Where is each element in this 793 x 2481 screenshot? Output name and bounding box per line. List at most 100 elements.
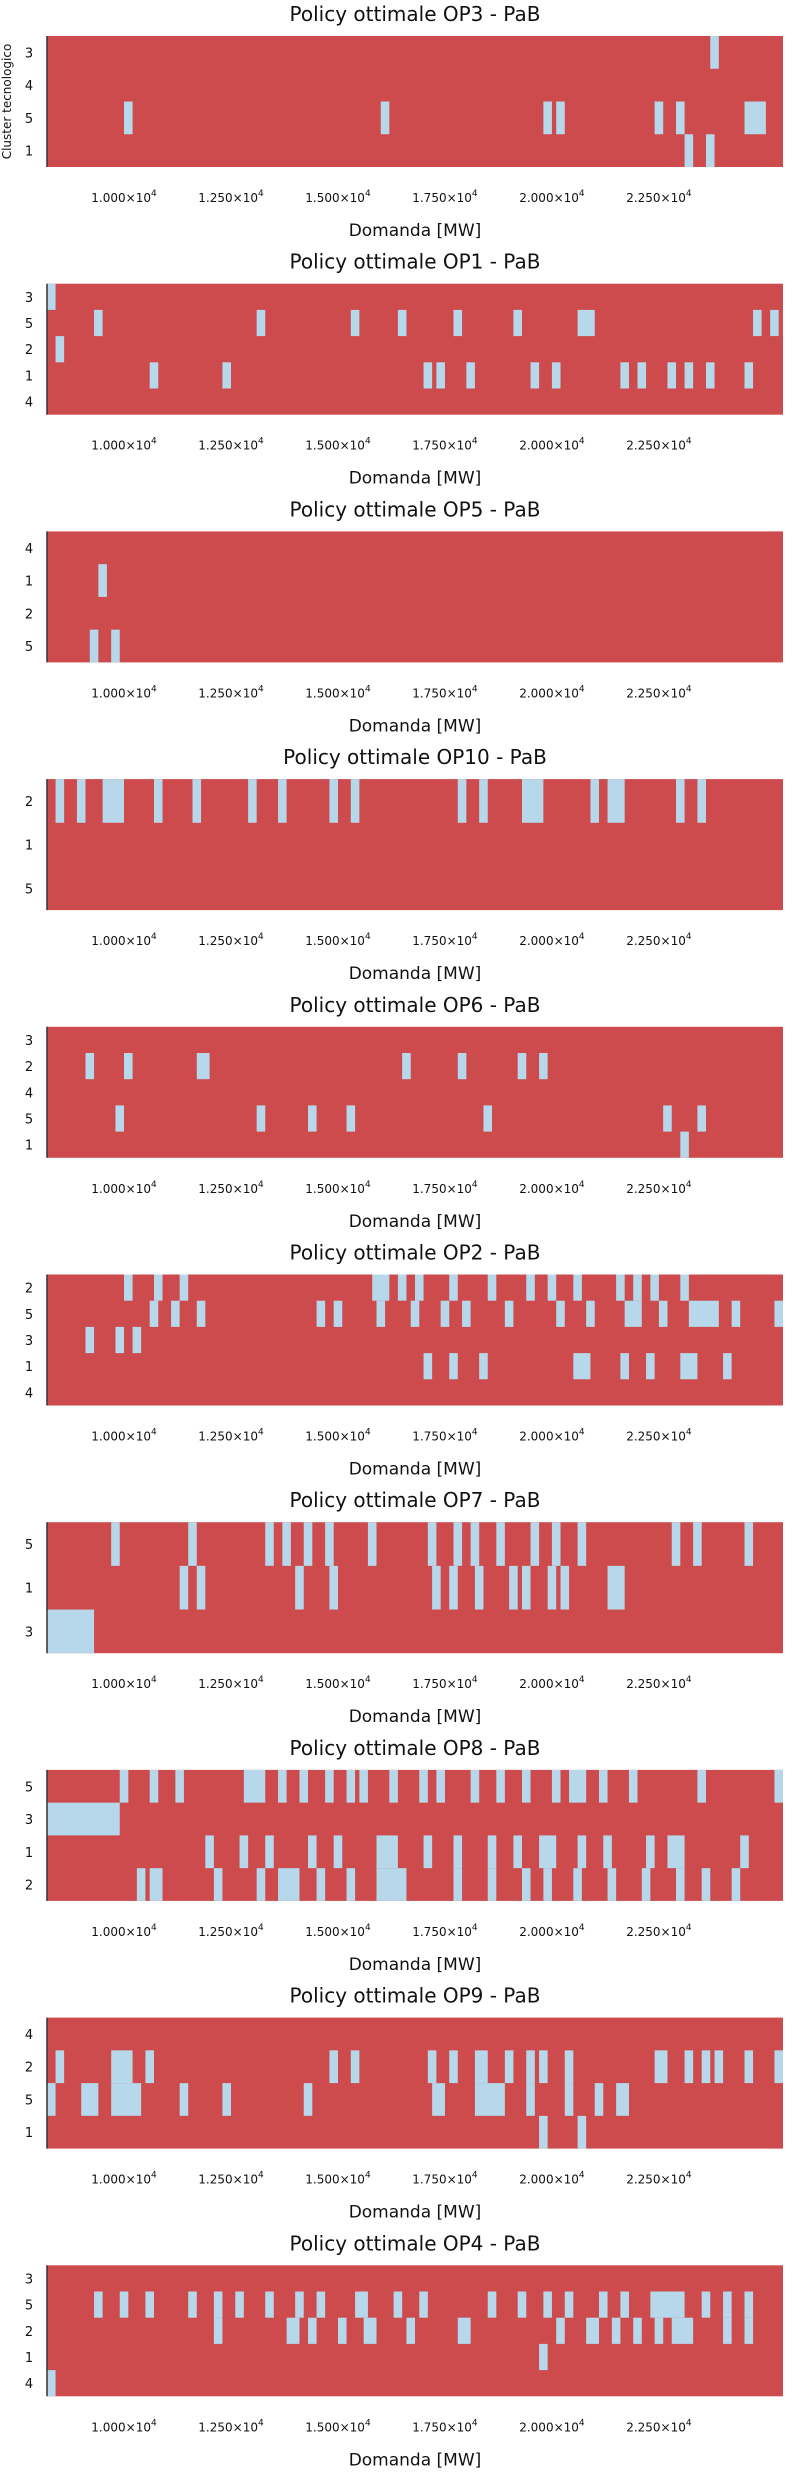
heatmap-panel: Policy ottimale OP9 - PaB 4 2 5 1 1.000×104 1.… xyxy=(25,1984,783,2223)
heatmap-cell xyxy=(329,2050,338,2084)
x-tick-label: 1.500×104 xyxy=(305,189,371,205)
heatmap-cell xyxy=(76,779,86,823)
heatmap-cell xyxy=(153,779,163,823)
x-tick-label: 1.750×104 xyxy=(412,1923,478,1939)
heatmap-cell xyxy=(337,2317,347,2344)
x-tick-label: 1.500×104 xyxy=(305,2418,371,2434)
heatmap-cell xyxy=(641,1868,651,1901)
heatmap-cell xyxy=(308,1105,317,1132)
heatmap-cell xyxy=(47,1609,95,1654)
heatmap-cell xyxy=(423,1835,433,1869)
heatmap-cell xyxy=(539,2115,548,2149)
heatmap-cell xyxy=(453,309,463,337)
heatmap-cell xyxy=(124,1274,133,1301)
x-tick-label: 1.000×104 xyxy=(91,437,157,453)
heatmap-cell xyxy=(556,101,565,135)
heatmap-cell xyxy=(607,1868,617,1901)
heatmap-cell xyxy=(466,362,475,389)
x-tick-label: 1.250×104 xyxy=(198,1923,264,1939)
x-tick-label: 2.000×104 xyxy=(519,189,585,205)
heatmap-cell xyxy=(594,2083,604,2116)
heatmap-cell xyxy=(697,779,706,823)
heatmap-cell xyxy=(723,2291,732,2318)
heatmap-cell xyxy=(299,1769,309,1803)
heatmap-cell xyxy=(295,2291,304,2318)
row-tick-label: 4 xyxy=(25,1086,33,1101)
heatmap-panel: Policy ottimale OP5 - PaB 4 1 2 5 1.000×104 1.… xyxy=(25,497,783,736)
heatmap-cell xyxy=(603,1835,612,1869)
heatmap-cell xyxy=(85,1326,95,1354)
heatmap-cell xyxy=(526,2083,535,2116)
heatmap-cell xyxy=(560,1565,570,1610)
heatmap-cell xyxy=(316,1868,326,1901)
heatmap-cell xyxy=(308,2317,317,2344)
heatmap-background xyxy=(47,779,783,911)
heatmap-cell xyxy=(684,134,694,167)
heatmap-background xyxy=(47,1026,783,1158)
row-tick-label: 3 xyxy=(25,291,33,306)
heatmap-cell xyxy=(188,1522,197,1566)
heatmap-cell xyxy=(701,1868,711,1901)
heatmap-cell xyxy=(521,1868,531,1901)
heatmap-cell xyxy=(179,1565,189,1610)
heatmap-cell xyxy=(646,1835,655,1869)
x-tick-label: 2.250×104 xyxy=(626,1923,692,1939)
x-tick-label: 1.250×104 xyxy=(198,2171,264,2187)
heatmap-cell xyxy=(684,362,694,389)
heatmap-cell xyxy=(406,2317,415,2344)
heatmap-cell xyxy=(740,1835,749,1869)
heatmap-cell xyxy=(205,1835,214,1869)
heatmap-cell xyxy=(539,2343,548,2371)
heatmap-cell xyxy=(440,1300,450,1327)
x-tick-label: 1.000×104 xyxy=(91,1675,157,1691)
heatmap-cell xyxy=(453,1868,463,1901)
panel-title: Policy ottimale OP3 - PaB xyxy=(290,2,541,26)
x-tick-label: 1.250×104 xyxy=(198,1675,264,1691)
heatmap-cell xyxy=(325,1522,334,1566)
row-tick-label: 5 xyxy=(25,1113,33,1128)
row-tick-label: 1 xyxy=(25,2126,33,2141)
heatmap-cell xyxy=(744,2291,754,2318)
row-tick-label: 3 xyxy=(25,1813,33,1828)
heatmap-cell xyxy=(316,2291,326,2318)
heatmap-cell xyxy=(256,1105,266,1132)
heatmap-cell xyxy=(278,1769,287,1803)
heatmap-cell xyxy=(543,101,552,135)
heatmap-cell xyxy=(564,2050,574,2084)
heatmap-cell xyxy=(628,1769,638,1803)
x-tick-label: 2.000×104 xyxy=(519,1428,585,1444)
x-tick-label: 1.750×104 xyxy=(412,189,478,205)
heatmap-background xyxy=(47,36,783,167)
heatmap-cell xyxy=(397,309,407,337)
heatmap-cell xyxy=(577,309,595,337)
x-tick-label: 2.250×104 xyxy=(626,932,692,948)
heatmap-cell xyxy=(470,1522,480,1566)
heatmap-cell xyxy=(286,2317,300,2344)
x-axis-label: Domanda [MW] xyxy=(349,1460,482,1480)
heatmap-cell xyxy=(47,1802,120,1836)
heatmap-cell xyxy=(248,779,257,823)
heatmap-panel: Policy ottimale OP10 - PaB 2 1 5 1.000×104 1.… xyxy=(25,745,783,984)
heatmap-cell xyxy=(359,1769,368,1803)
heatmap-cell xyxy=(350,779,360,823)
row-tick-label: 1 xyxy=(25,575,33,590)
heatmap-cell xyxy=(329,779,338,823)
heatmap-cell xyxy=(620,362,629,389)
heatmap-cell xyxy=(380,101,390,135)
heatmap-cell xyxy=(547,1565,557,1610)
heatmap-cell xyxy=(111,629,120,663)
heatmap-cell xyxy=(213,2291,223,2318)
heatmap-cell xyxy=(551,362,561,389)
x-tick-label: 1.000×104 xyxy=(91,1180,157,1196)
x-axis-label: Domanda [MW] xyxy=(349,2450,482,2470)
heatmap-cell xyxy=(256,1868,266,1901)
x-tick-label: 2.250×104 xyxy=(626,189,692,205)
heatmap-cell xyxy=(111,1522,120,1566)
x-tick-label: 1.000×104 xyxy=(91,1923,157,1939)
heatmap-cell xyxy=(393,2291,403,2318)
heatmap-cell xyxy=(149,362,159,389)
heatmap-cell xyxy=(265,1835,274,1869)
heatmap-panel: Policy ottimale OP2 - PaB 2 5 3 1 4 1.000×104 1… xyxy=(25,1241,783,1480)
heatmap-cell xyxy=(671,2317,694,2344)
heatmap-cell xyxy=(517,2291,527,2318)
